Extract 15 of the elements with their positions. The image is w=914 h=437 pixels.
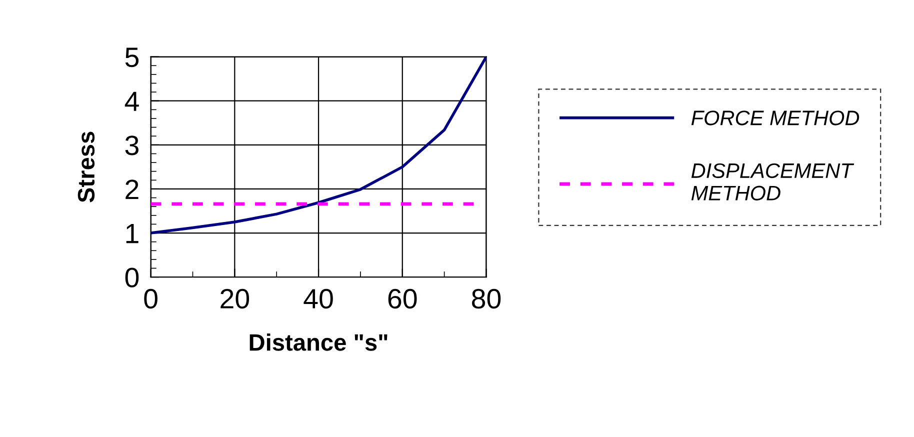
y-tick-label: 3 xyxy=(125,136,138,156)
x-tick-label: 20 xyxy=(220,288,250,309)
text: DISPLACEMENT METHOD xyxy=(691,163,854,201)
y-tick-label: 0 xyxy=(125,268,139,288)
x-axis-title: Distance "s" xyxy=(250,334,388,351)
x-tick-label: 80 xyxy=(472,288,501,309)
x-tick-label: 40 xyxy=(304,288,333,309)
y-tick-label: 2 xyxy=(126,180,138,200)
y-tick-label: 4 xyxy=(124,92,139,111)
x-tick-label: 0 xyxy=(144,288,158,309)
y-axis-title: Stress xyxy=(78,132,95,202)
text: FORCE METHOD xyxy=(691,110,860,126)
x-tick-label: 60 xyxy=(388,288,417,309)
y-tick-label: 5 xyxy=(125,48,139,68)
y-tick-label: 1 xyxy=(126,224,138,244)
